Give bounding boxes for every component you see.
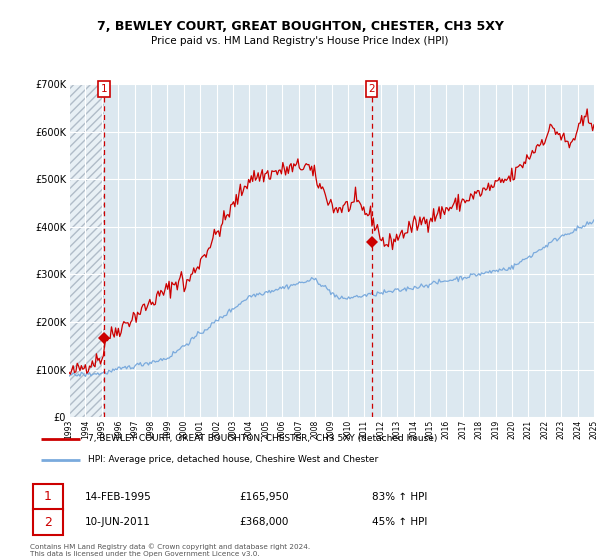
Text: HPI: Average price, detached house, Cheshire West and Chester: HPI: Average price, detached house, Ches… [88, 455, 378, 464]
Text: 2: 2 [44, 516, 52, 529]
Text: Price paid vs. HM Land Registry's House Price Index (HPI): Price paid vs. HM Land Registry's House … [151, 36, 449, 46]
Text: 1: 1 [44, 491, 52, 503]
Text: 1: 1 [100, 84, 107, 94]
FancyBboxPatch shape [33, 509, 63, 535]
Text: 83% ↑ HPI: 83% ↑ HPI [372, 492, 428, 502]
Text: Contains HM Land Registry data © Crown copyright and database right 2024.
This d: Contains HM Land Registry data © Crown c… [30, 543, 310, 557]
Text: 7, BEWLEY COURT, GREAT BOUGHTON, CHESTER,  CH3 5XY (detached house): 7, BEWLEY COURT, GREAT BOUGHTON, CHESTER… [88, 435, 437, 444]
Text: 10-JUN-2011: 10-JUN-2011 [85, 517, 151, 527]
Bar [69, 84, 104, 417]
Text: 14-FEB-1995: 14-FEB-1995 [85, 492, 152, 502]
Text: £165,950: £165,950 [240, 492, 289, 502]
Text: £368,000: £368,000 [240, 517, 289, 527]
Bar [69, 84, 104, 417]
FancyBboxPatch shape [33, 484, 63, 510]
Text: 7, BEWLEY COURT, GREAT BOUGHTON, CHESTER, CH3 5XY: 7, BEWLEY COURT, GREAT BOUGHTON, CHESTER… [97, 20, 503, 32]
Text: 45% ↑ HPI: 45% ↑ HPI [372, 517, 428, 527]
Text: 2: 2 [368, 84, 375, 94]
